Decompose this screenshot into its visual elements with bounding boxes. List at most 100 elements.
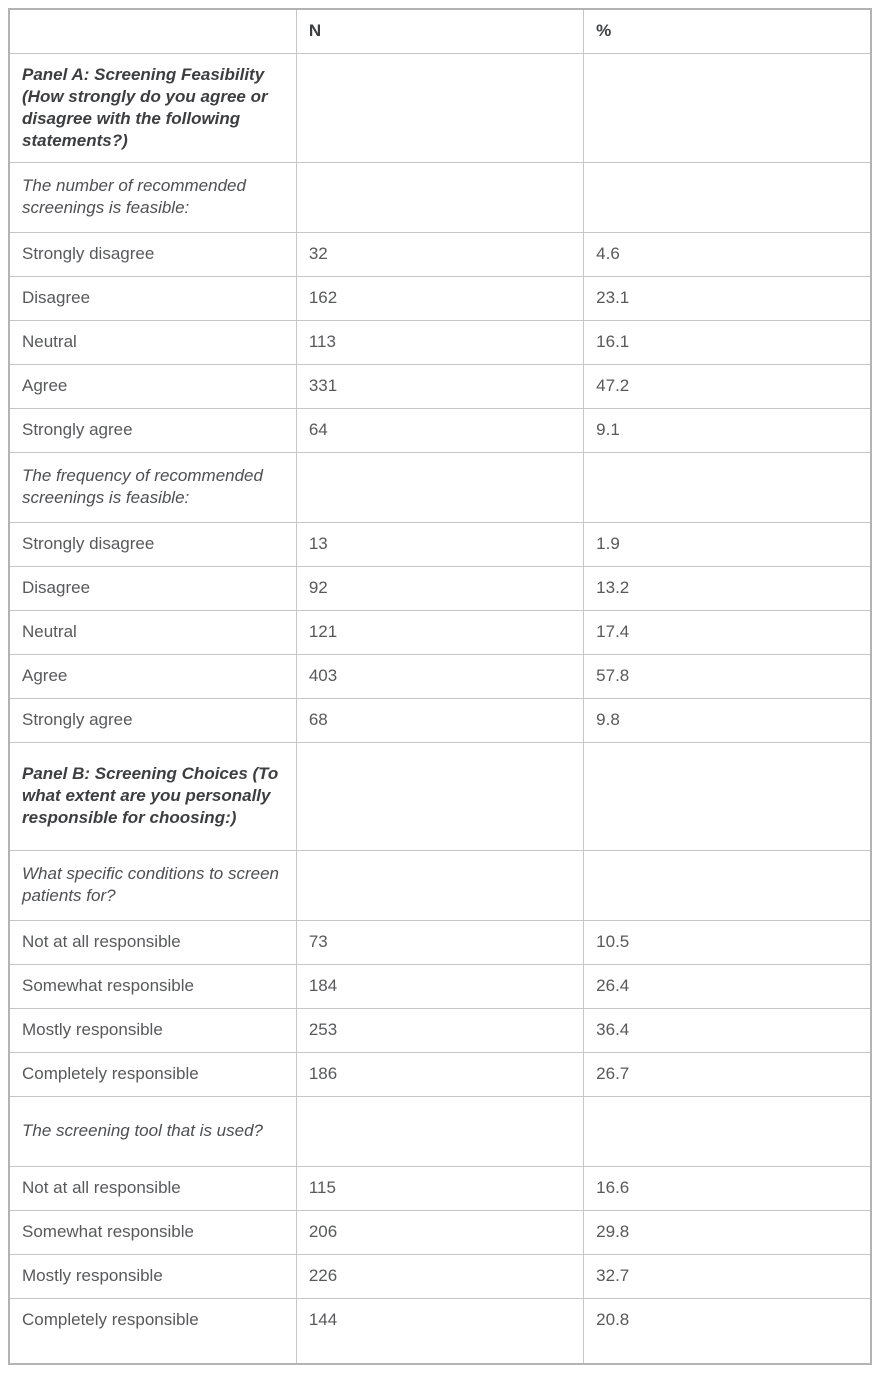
row-label: Strongly agree	[8, 697, 297, 743]
table-row: Mostly responsible 253 36.4	[8, 1007, 872, 1053]
table-row: Not at all responsible 115 16.6	[8, 1165, 872, 1211]
row-percent-value	[583, 161, 872, 233]
row-label: Neutral	[8, 609, 297, 655]
row-label: Strongly agree	[8, 407, 297, 453]
row-percent-value: 47.2	[583, 363, 872, 409]
row-n-value: 121	[295, 609, 585, 655]
row-label: Disagree	[8, 275, 297, 321]
row-label: Somewhat responsible	[8, 1209, 297, 1255]
table-row: Strongly disagree 13 1.9	[8, 521, 872, 567]
row-n-value	[295, 451, 585, 523]
table-row: Agree 403 57.8	[8, 653, 872, 699]
row-n-value: 162	[295, 275, 585, 321]
row-n-value	[295, 1095, 585, 1167]
row-percent-value: 20.8	[583, 1297, 872, 1365]
table-row: Strongly disagree 32 4.6	[8, 231, 872, 277]
table-row: Mostly responsible 226 32.7	[8, 1253, 872, 1299]
row-n-value	[295, 52, 585, 163]
row-label: Neutral	[8, 319, 297, 365]
row-n-value: 115	[295, 1165, 585, 1211]
row-percent-value: 23.1	[583, 275, 872, 321]
row-label: Completely responsible	[8, 1297, 297, 1365]
row-label: Agree	[8, 363, 297, 409]
row-percent-value: 57.8	[583, 653, 872, 699]
row-label: Mostly responsible	[8, 1253, 297, 1299]
table-row: Somewhat responsible 184 26.4	[8, 963, 872, 1009]
table-row: Not at all responsible 73 10.5	[8, 919, 872, 965]
row-percent-value: 29.8	[583, 1209, 872, 1255]
row-percent-value: 10.5	[583, 919, 872, 965]
row-label: Not at all responsible	[8, 1165, 297, 1211]
row-n-value: 32	[295, 231, 585, 277]
row-label: The screening tool that is used?	[8, 1095, 297, 1167]
row-n-value	[295, 741, 585, 851]
table-row: Somewhat responsible 206 29.8	[8, 1209, 872, 1255]
row-label: The frequency of recommended screenings …	[8, 451, 297, 523]
row-percent-value: 26.7	[583, 1051, 872, 1097]
row-n-value: 253	[295, 1007, 585, 1053]
row-percent-value: 1.9	[583, 521, 872, 567]
row-percent-value: 9.8	[583, 697, 872, 743]
table-row: What specific conditions to screen patie…	[8, 849, 872, 921]
table-row: Panel B: Screening Choices (To what exte…	[8, 741, 872, 851]
row-n-value: 144	[295, 1297, 585, 1365]
row-n-value: 186	[295, 1051, 585, 1097]
row-label: Panel A: Screening Feasibility (How stro…	[8, 52, 297, 163]
row-label: Panel B: Screening Choices (To what exte…	[8, 741, 297, 851]
row-label: Somewhat responsible	[8, 963, 297, 1009]
table-row: Disagree 162 23.1	[8, 275, 872, 321]
row-percent-value: 16.6	[583, 1165, 872, 1211]
column-header-percent: %	[583, 8, 872, 54]
row-label: Completely responsible	[8, 1051, 297, 1097]
row-n-value: 403	[295, 653, 585, 699]
table-row: The number of recommended screenings is …	[8, 161, 872, 233]
table-body: Panel A: Screening Feasibility (How stro…	[8, 52, 872, 1365]
row-n-value: 113	[295, 319, 585, 365]
row-percent-value	[583, 451, 872, 523]
row-n-value: 73	[295, 919, 585, 965]
table-row: Completely responsible 144 20.8	[8, 1297, 872, 1365]
column-header-blank	[8, 8, 297, 54]
table-row: Strongly agree 64 9.1	[8, 407, 872, 453]
row-n-value	[295, 849, 585, 921]
row-label: What specific conditions to screen patie…	[8, 849, 297, 921]
row-percent-value: 16.1	[583, 319, 872, 365]
row-percent-value: 9.1	[583, 407, 872, 453]
row-n-value: 206	[295, 1209, 585, 1255]
row-label: Strongly disagree	[8, 231, 297, 277]
table-row: Agree 331 47.2	[8, 363, 872, 409]
row-label: Disagree	[8, 565, 297, 611]
row-n-value: 331	[295, 363, 585, 409]
row-n-value: 64	[295, 407, 585, 453]
row-percent-value	[583, 849, 872, 921]
table-row: Panel A: Screening Feasibility (How stro…	[8, 52, 872, 163]
row-n-value: 92	[295, 565, 585, 611]
column-header-n: N	[295, 8, 585, 54]
row-percent-value	[583, 1095, 872, 1167]
row-percent-value: 17.4	[583, 609, 872, 655]
table-row: Neutral 121 17.4	[8, 609, 872, 655]
row-percent-value: 26.4	[583, 963, 872, 1009]
row-n-value: 184	[295, 963, 585, 1009]
row-percent-value	[583, 741, 872, 851]
row-percent-value: 32.7	[583, 1253, 872, 1299]
table-row: The frequency of recommended screenings …	[8, 451, 872, 523]
row-percent-value: 36.4	[583, 1007, 872, 1053]
row-n-value	[295, 161, 585, 233]
row-n-value: 226	[295, 1253, 585, 1299]
row-label: Agree	[8, 653, 297, 699]
row-percent-value: 13.2	[583, 565, 872, 611]
row-percent-value: 4.6	[583, 231, 872, 277]
row-n-value: 13	[295, 521, 585, 567]
row-percent-value	[583, 52, 872, 163]
row-label: Strongly disagree	[8, 521, 297, 567]
row-n-value: 68	[295, 697, 585, 743]
table-row: Disagree 92 13.2	[8, 565, 872, 611]
table-row: Completely responsible 186 26.7	[8, 1051, 872, 1097]
survey-results-table: N % Panel A: Screening Feasibility (How …	[8, 8, 872, 1365]
row-label: The number of recommended screenings is …	[8, 161, 297, 233]
row-label: Mostly responsible	[8, 1007, 297, 1053]
table-row: Neutral 113 16.1	[8, 319, 872, 365]
row-label: Not at all responsible	[8, 919, 297, 965]
